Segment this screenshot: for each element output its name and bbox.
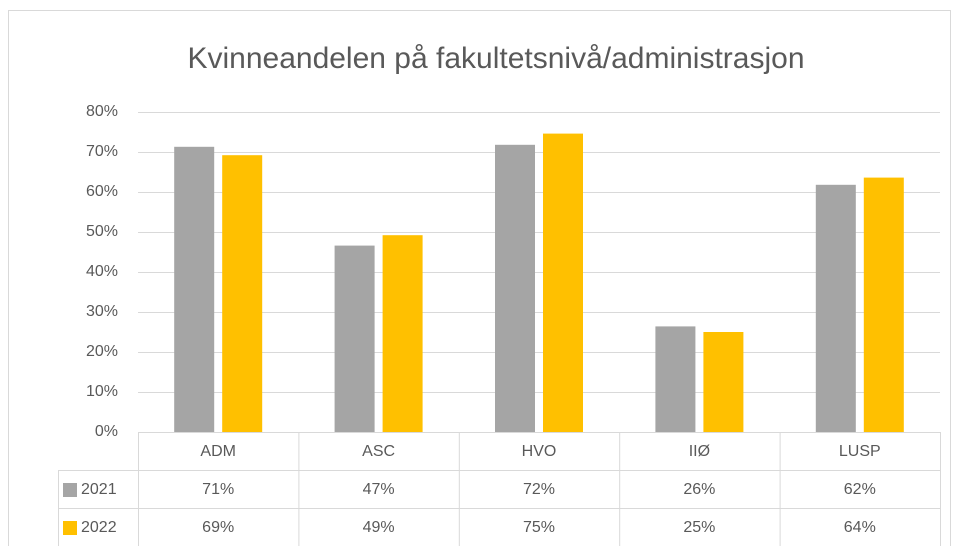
bar — [655, 326, 696, 432]
chart-title: Kvinneandelen på fakultetsnivå/administr… — [187, 42, 804, 75]
x-tick-label: ADM — [200, 443, 236, 460]
data-label: 69% — [202, 519, 234, 536]
y-tick-label: 0% — [95, 423, 118, 440]
bar — [703, 332, 744, 432]
y-tick-label: 60% — [86, 183, 118, 200]
data-label: 26% — [683, 481, 715, 498]
bar — [543, 133, 583, 432]
data-label: 71% — [202, 481, 234, 498]
bar — [815, 184, 856, 432]
legend-label: 2022 — [81, 519, 117, 536]
y-tick-label: 10% — [86, 383, 118, 400]
bar — [495, 144, 535, 433]
legend-swatch — [63, 483, 77, 497]
bar — [382, 235, 423, 432]
y-tick-label: 50% — [86, 223, 118, 240]
x-tick-label: ASC — [362, 443, 395, 460]
legend-label: 2021 — [81, 481, 117, 498]
y-tick-label: 80% — [86, 103, 118, 120]
y-tick-label: 70% — [86, 143, 118, 160]
x-tick-label: IIØ — [689, 443, 710, 460]
data-label: 72% — [523, 481, 555, 498]
data-label: 49% — [363, 519, 395, 536]
y-tick-label: 20% — [86, 343, 118, 360]
y-tick-label: 40% — [86, 263, 118, 280]
y-tick-label: 30% — [86, 303, 118, 320]
data-label: 64% — [844, 519, 876, 536]
x-tick-label: LUSP — [839, 443, 881, 460]
bar — [863, 177, 904, 432]
data-label: 47% — [363, 481, 395, 498]
chart-border — [8, 10, 951, 546]
x-tick-label: HVO — [522, 443, 557, 460]
bar — [174, 146, 215, 433]
data-label: 25% — [683, 519, 715, 536]
bar — [334, 245, 375, 432]
data-label: 75% — [523, 519, 555, 536]
bar — [222, 155, 263, 432]
data-label: 62% — [844, 481, 876, 498]
legend-swatch — [63, 521, 77, 535]
